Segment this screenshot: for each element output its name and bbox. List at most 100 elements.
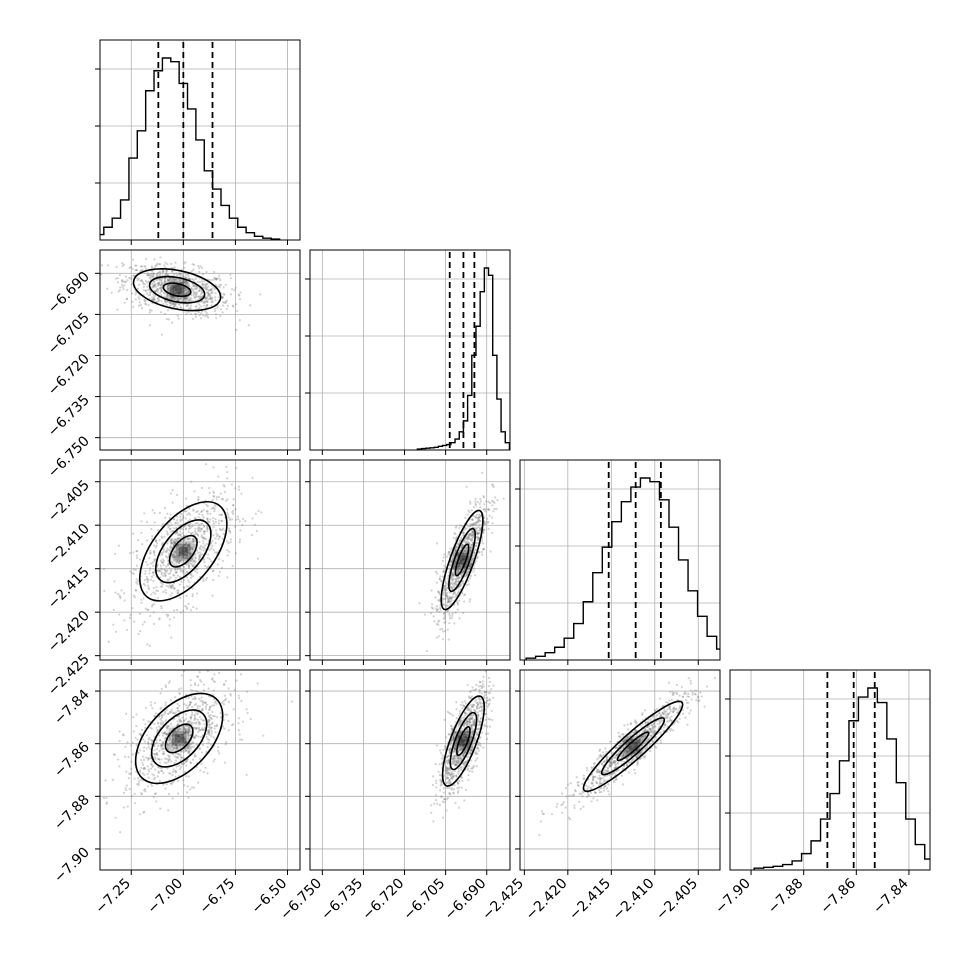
sample-point — [155, 747, 159, 750]
sample-point — [169, 782, 172, 785]
sample-point — [628, 747, 631, 750]
sample-point — [478, 515, 481, 518]
sample-point — [175, 526, 178, 530]
scatter-panel-3-0 — [100, 670, 300, 870]
sample-point — [472, 536, 475, 539]
sample-point — [169, 286, 172, 289]
sample-point — [122, 263, 126, 266]
sample-point — [218, 519, 221, 522]
sample-point — [113, 753, 117, 756]
sample-point — [181, 287, 184, 290]
sample-point — [478, 519, 481, 522]
sample-point — [172, 573, 175, 576]
sample-point — [194, 305, 197, 309]
sample-point — [454, 549, 457, 552]
sample-point — [184, 527, 188, 530]
sample-point — [145, 520, 149, 523]
sample-point — [217, 495, 221, 498]
sample-point — [180, 687, 183, 690]
sample-point — [456, 760, 460, 763]
sample-point — [165, 726, 168, 729]
sample-point — [174, 541, 177, 544]
sample-point — [227, 542, 230, 545]
sample-point — [228, 518, 232, 521]
sample-point — [196, 718, 200, 721]
sample-point — [207, 291, 210, 294]
sample-point — [162, 550, 165, 554]
sample-point — [179, 533, 182, 536]
sample-point — [182, 550, 185, 553]
sample-point — [661, 711, 664, 714]
sample-point — [144, 726, 147, 729]
sample-point — [448, 563, 451, 566]
sample-point — [158, 749, 161, 752]
sample-point — [183, 290, 186, 293]
sample-point — [472, 722, 475, 726]
sample-point — [179, 750, 183, 753]
sample-point — [157, 287, 160, 291]
sample-point — [164, 555, 168, 558]
sample-point — [239, 673, 243, 676]
sample-point — [468, 525, 472, 528]
sample-point — [190, 713, 194, 717]
sample-point — [451, 586, 454, 589]
sample-point — [210, 300, 213, 304]
sample-point — [474, 527, 477, 530]
sample-point — [167, 318, 171, 321]
sample-point — [198, 547, 201, 550]
sample-point — [462, 739, 466, 742]
sample-point — [466, 728, 469, 731]
sample-point — [478, 720, 481, 723]
sample-point — [212, 534, 215, 537]
sample-point — [153, 792, 157, 796]
sample-point — [169, 748, 172, 751]
sample-point — [205, 576, 208, 580]
sample-point — [139, 734, 142, 737]
sample-point — [189, 715, 192, 718]
sample-point — [260, 511, 263, 514]
sample-point — [205, 503, 208, 506]
sample-point — [430, 606, 433, 609]
sample-point — [463, 567, 466, 570]
sample-point — [644, 722, 647, 725]
sample-point — [140, 598, 143, 601]
sample-point — [460, 786, 463, 789]
sample-point — [146, 274, 149, 277]
sample-point — [465, 719, 468, 723]
sample-point — [471, 530, 474, 533]
sample-point — [205, 291, 208, 294]
sample-point — [463, 743, 466, 746]
sample-point — [165, 733, 168, 736]
sample-point — [455, 546, 458, 549]
sample-point — [190, 716, 193, 719]
sample-point — [187, 566, 191, 569]
sample-point — [459, 559, 462, 562]
sample-point — [168, 624, 171, 627]
sample-point — [189, 552, 192, 555]
sample-point — [171, 734, 174, 737]
sample-point — [470, 725, 473, 728]
sample-point — [180, 549, 183, 553]
sample-point — [232, 509, 235, 512]
sample-point — [477, 697, 480, 700]
sample-point — [170, 266, 173, 270]
sample-point — [440, 795, 443, 799]
sample-point — [648, 736, 651, 740]
sample-point — [195, 712, 198, 715]
scatter-panel-2-1 — [310, 460, 510, 660]
sample-point — [171, 748, 175, 752]
sample-point — [200, 680, 203, 683]
sample-point — [156, 589, 160, 592]
sample-point — [464, 553, 467, 556]
sample-point — [197, 311, 200, 314]
sample-point — [452, 757, 455, 761]
sample-point — [152, 591, 155, 594]
sample-point — [449, 577, 453, 580]
sample-point — [192, 736, 195, 739]
sample-point — [653, 731, 656, 734]
sample-point — [453, 747, 456, 750]
sample-point — [207, 741, 210, 744]
sample-point — [442, 569, 445, 572]
sample-point — [158, 617, 161, 620]
sample-point — [186, 298, 189, 301]
